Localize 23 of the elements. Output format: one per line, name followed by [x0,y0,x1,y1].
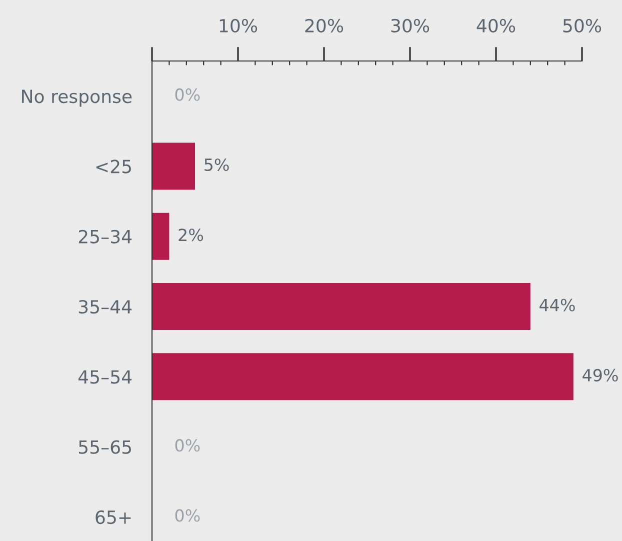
data-label: 2% [178,228,204,242]
data-label: 5% [204,158,229,172]
y-tick-label: <25 [96,160,131,174]
y-tick-label: 65+ [96,510,131,524]
x-tick-label: 50% [563,18,602,32]
bar [152,283,530,330]
y-tick-label: 45–54 [78,370,132,384]
data-label: 0% [175,509,200,522]
y-tick-label: 25–34 [78,230,132,244]
bar [152,212,170,260]
x-tick-label: 10% [220,18,258,32]
data-label: 44% [540,298,575,312]
x-tick-label: 40% [476,18,516,32]
data-label: 0% [175,88,200,101]
bar [152,353,574,400]
x-tick-label: 30% [391,18,430,32]
y-tick-label: 35–44 [78,300,132,314]
y-tick-label: No response [22,90,132,107]
x-tick-label: 20% [305,18,344,32]
data-label: 0% [175,439,200,452]
bar [152,142,195,190]
data-label: 49% [582,368,618,382]
y-tick-label: 55–65 [78,440,131,454]
